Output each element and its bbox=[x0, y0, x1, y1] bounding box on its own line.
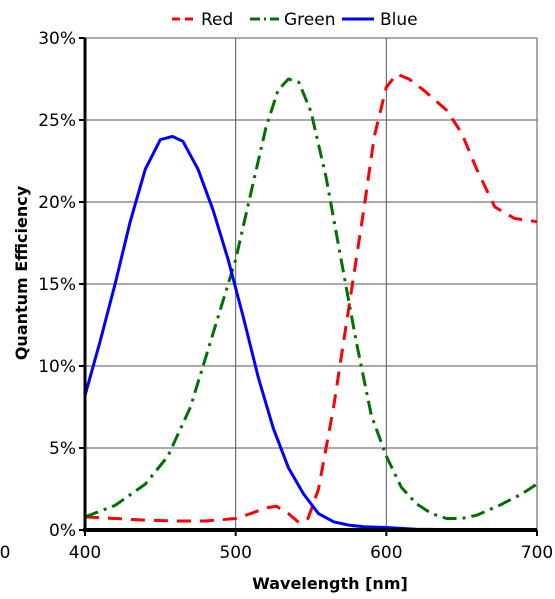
series-line-red bbox=[84, 72, 538, 525]
y-tick-label: 20% bbox=[38, 193, 76, 213]
tick-labels: 0% 5% 10% 15% 20% 25% 30% 400 500 600 700 0 bbox=[0, 29, 553, 563]
legend-label-blue: Blue bbox=[380, 10, 418, 30]
y-axis-title: Quantum Efficiency bbox=[12, 185, 31, 360]
legend-label-red: Red bbox=[201, 10, 233, 30]
x-tick-label: 500 bbox=[219, 543, 251, 563]
stray-tick-label: 0 bbox=[0, 543, 10, 563]
grid bbox=[85, 37, 538, 530]
y-tick-label: 15% bbox=[38, 275, 76, 295]
legend-label-green: Green bbox=[284, 10, 335, 30]
axes bbox=[79, 37, 538, 536]
x-tick-label: 700 bbox=[521, 543, 553, 563]
y-tick-label: 10% bbox=[38, 357, 76, 377]
x-tick-label: 600 bbox=[370, 543, 402, 563]
legend: Red Green Blue bbox=[172, 10, 418, 30]
y-tick-label: 30% bbox=[38, 29, 76, 49]
series-line-blue bbox=[83, 134, 538, 532]
y-tick-label: 5% bbox=[49, 439, 76, 459]
series-line-green bbox=[84, 77, 538, 520]
x-axis-title: Wavelength [nm] bbox=[252, 574, 408, 593]
y-tick-label: 0% bbox=[49, 521, 76, 541]
x-tick-label: 400 bbox=[69, 543, 101, 563]
series-lines bbox=[83, 72, 538, 532]
y-tick-label: 25% bbox=[38, 111, 76, 131]
